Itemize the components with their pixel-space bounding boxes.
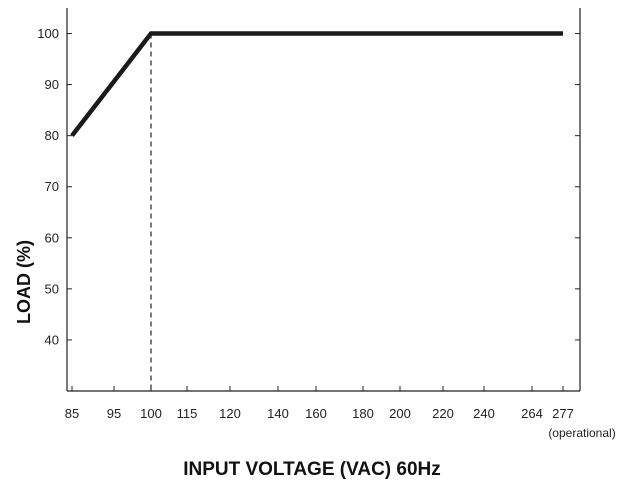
x-tick-label: 100: [140, 406, 162, 421]
x-tick-label: 200: [389, 406, 411, 421]
x-tick-label: 220: [432, 406, 454, 421]
x-tick-label: 240: [473, 406, 495, 421]
x-tick-note: (operational): [548, 426, 615, 440]
tick-labels: 40 50 60 70 80 90 100 85 95 100 115 120 140 160 180 200…: [37, 26, 574, 421]
load-series-line: [70, 31, 563, 138]
y-tick-label: 50: [45, 281, 59, 296]
y-tick-label: 70: [45, 179, 59, 194]
x-tick-label: 180: [352, 406, 374, 421]
x-tick-label: 277: [552, 406, 574, 421]
x-tick-label: 264: [521, 406, 543, 421]
x-tick-label: 140: [267, 406, 289, 421]
y-tick-label: 80: [45, 128, 59, 143]
axes: [66, 8, 581, 392]
y-tick-label: 40: [45, 332, 59, 347]
x-axis-title: INPUT VOLTAGE (VAC) 60Hz: [183, 459, 441, 480]
y-tick-label: 60: [45, 230, 59, 245]
x-tick-label: 95: [107, 406, 121, 421]
x-tick-label: 85: [65, 406, 79, 421]
y-axis-title: LOAD (%): [14, 240, 34, 324]
x-tick-label: 115: [177, 406, 198, 421]
plot-marks: [70, 31, 563, 391]
y-tick-label: 100: [37, 26, 59, 41]
x-tick-label: 120: [219, 406, 241, 421]
y-tick-label: 90: [45, 77, 59, 92]
x-tick-label: 160: [305, 406, 327, 421]
